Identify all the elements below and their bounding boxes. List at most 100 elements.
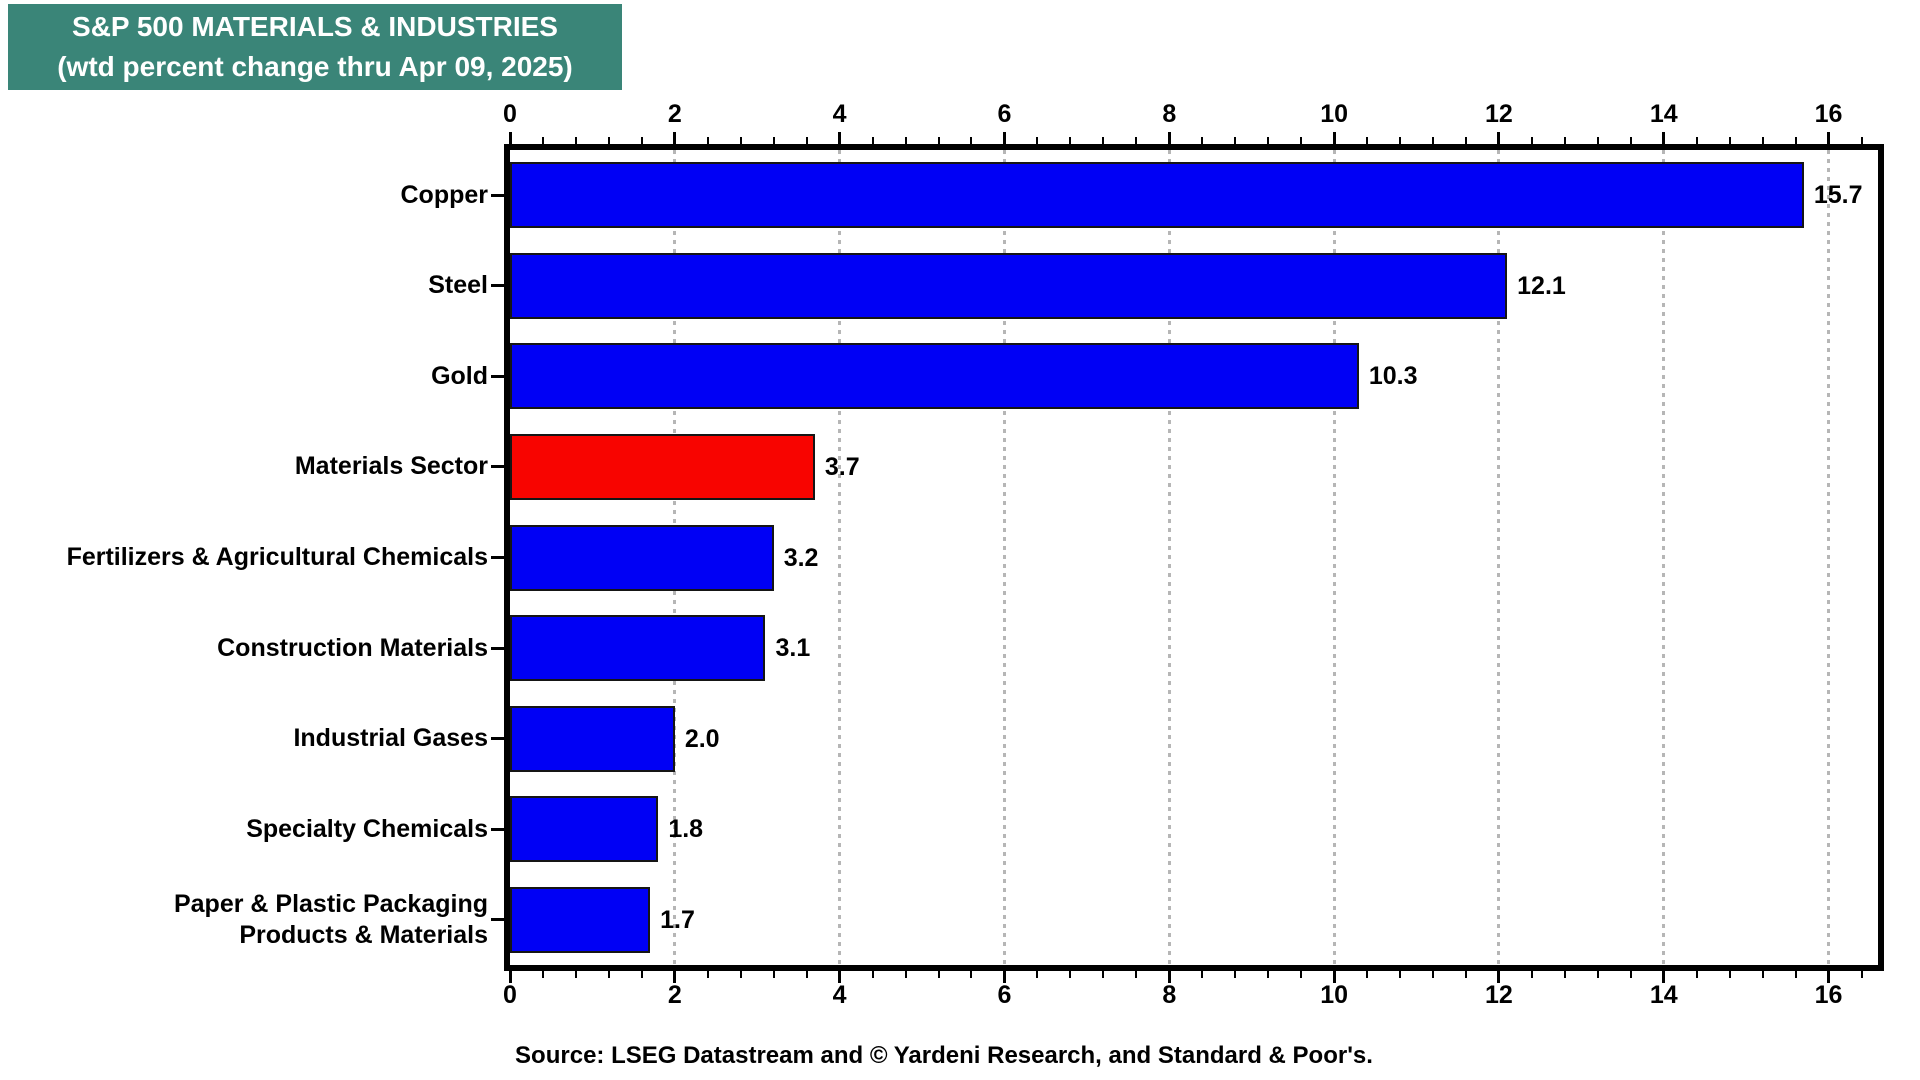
x-axis-major-tick-bottom xyxy=(1332,971,1336,983)
x-axis-minor-tick-bottom xyxy=(1201,971,1204,978)
category-label-line: Industrial Gases xyxy=(293,724,488,753)
category-label-line: Products & Materials xyxy=(239,920,488,949)
source-text: Source: LSEG Datastream and © Yardeni Re… xyxy=(515,1042,1373,1069)
x-axis-label-bottom: 10 xyxy=(1320,981,1348,1009)
x-axis-label-top: 16 xyxy=(1814,100,1843,128)
x-axis-minor-tick-bottom xyxy=(706,971,709,978)
x-axis-minor-tick-bottom xyxy=(871,971,874,978)
x-axis-label-top: 12 xyxy=(1485,100,1513,128)
x-axis-minor-tick-bottom xyxy=(1464,971,1467,978)
x-axis-minor-tick-top xyxy=(1596,137,1599,144)
category-label: Specialty Chemicals xyxy=(0,784,488,875)
bar xyxy=(510,615,766,682)
x-axis-minor-tick-bottom xyxy=(772,971,775,978)
x-axis-label-top: 0 xyxy=(503,100,517,128)
x-axis-minor-tick-bottom xyxy=(574,971,577,978)
chart-title-line2: (wtd percent change thru Apr 09, 2025) xyxy=(57,51,573,82)
bar xyxy=(510,433,815,500)
x-axis-major-tick-bottom xyxy=(1167,971,1171,983)
y-axis-tick xyxy=(491,374,504,378)
x-axis-label-top: 10 xyxy=(1320,100,1348,128)
x-axis-minor-tick-bottom xyxy=(1629,971,1632,978)
x-axis-major-tick-bottom xyxy=(1002,971,1006,983)
x-axis-minor-tick-top xyxy=(937,137,940,144)
x-axis-minor-tick-top xyxy=(607,137,610,144)
x-axis-label-bottom: 8 xyxy=(1162,981,1177,1009)
x-axis-major-tick-bottom xyxy=(838,971,842,983)
plot-area: 15.7 12.1 10.3 3.7 3.2 3.1 2.0 1.8 1.7 xyxy=(504,144,1884,971)
category-label-line: Gold xyxy=(431,361,488,390)
x-axis-major-tick-top xyxy=(673,132,677,144)
x-axis-major-tick-top xyxy=(1662,132,1666,144)
x-axis-label-bottom: 2 xyxy=(667,981,682,1009)
bar xyxy=(510,886,651,953)
x-axis-minor-tick-bottom xyxy=(1530,971,1533,978)
x-axis-major-tick-bottom xyxy=(673,971,677,983)
x-axis-label-top: 2 xyxy=(667,100,682,128)
x-axis-minor-tick-top xyxy=(1036,137,1039,144)
x-axis-minor-tick-bottom xyxy=(1135,971,1138,978)
x-axis-minor-tick-bottom xyxy=(1431,971,1434,978)
x-axis-minor-tick-bottom xyxy=(1728,971,1731,978)
bar xyxy=(510,252,1508,319)
x-axis-minor-tick-top xyxy=(1431,137,1434,144)
x-axis-minor-tick-top xyxy=(1366,137,1369,144)
bar xyxy=(510,705,675,772)
category-label: Industrial Gases xyxy=(0,693,488,784)
x-axis-minor-tick-bottom xyxy=(607,971,610,978)
x-axis-minor-tick-top xyxy=(1300,137,1303,144)
x-axis-minor-tick-bottom xyxy=(1036,971,1039,978)
x-axis-minor-tick-top xyxy=(1728,137,1731,144)
x-axis-minor-tick-bottom xyxy=(640,971,643,978)
x-axis-label-bottom: 16 xyxy=(1814,981,1843,1009)
x-axis-major-tick-top xyxy=(1827,132,1831,144)
category-label-line: Steel xyxy=(428,271,488,300)
bar-value-label: 3.7 xyxy=(824,452,860,481)
x-axis-minor-tick-top xyxy=(805,137,808,144)
x-axis-minor-tick-top xyxy=(706,137,709,144)
gridline xyxy=(1827,150,1831,965)
x-axis-minor-tick-bottom xyxy=(1761,971,1764,978)
x-axis-major-tick-bottom xyxy=(1662,971,1666,983)
chart-title-box: S&P 500 MATERIALS & INDUSTRIES (wtd perc… xyxy=(8,4,622,90)
x-axis-minor-tick-bottom xyxy=(1596,971,1599,978)
x-axis-minor-tick-bottom xyxy=(1860,971,1863,978)
y-axis-tick xyxy=(491,284,504,288)
y-axis-tick xyxy=(491,193,504,197)
x-axis-minor-tick-bottom xyxy=(937,971,940,978)
x-axis-minor-tick-top xyxy=(1761,137,1764,144)
bar-value-label: 10.3 xyxy=(1368,362,1418,391)
bar xyxy=(510,343,1359,410)
x-axis-label-bottom: 6 xyxy=(997,981,1012,1009)
gridline xyxy=(1662,150,1666,965)
gridline xyxy=(1332,150,1336,965)
category-label-line: Fertilizers & Agricultural Chemicals xyxy=(66,542,488,571)
x-axis-minor-tick-bottom xyxy=(1695,971,1698,978)
x-axis-minor-tick-bottom xyxy=(1794,971,1797,978)
x-axis-major-tick-top xyxy=(1332,132,1336,144)
x-axis-label-bottom: 4 xyxy=(832,981,847,1009)
y-axis-tick xyxy=(491,646,504,650)
bar-value-label: 1.8 xyxy=(668,815,704,844)
x-axis-minor-tick-bottom xyxy=(1234,971,1237,978)
bar-value-label: 12.1 xyxy=(1517,271,1566,300)
y-axis-tick xyxy=(491,465,504,469)
x-axis-minor-tick-top xyxy=(574,137,577,144)
y-axis-tick xyxy=(491,556,504,559)
bar xyxy=(510,796,659,863)
x-axis-minor-tick-top xyxy=(1794,137,1797,144)
bar-value-label: 2.0 xyxy=(684,724,720,753)
x-axis-major-tick-top xyxy=(1167,132,1171,144)
x-axis-label-top: 6 xyxy=(997,100,1012,128)
category-label: Construction Materials xyxy=(0,603,488,694)
x-axis-minor-tick-bottom xyxy=(541,971,544,978)
x-axis-label-top: 14 xyxy=(1649,100,1678,128)
x-axis-minor-tick-bottom xyxy=(1563,971,1566,978)
x-axis-minor-tick-top xyxy=(1069,137,1072,144)
category-label: Copper xyxy=(0,150,489,241)
x-axis-label-top: 4 xyxy=(832,100,847,128)
x-axis-minor-tick-top xyxy=(640,137,643,144)
x-axis-minor-tick-top xyxy=(1563,137,1566,144)
x-axis-minor-tick-top xyxy=(1135,137,1138,144)
category-label-line: Specialty Chemicals xyxy=(246,814,488,843)
